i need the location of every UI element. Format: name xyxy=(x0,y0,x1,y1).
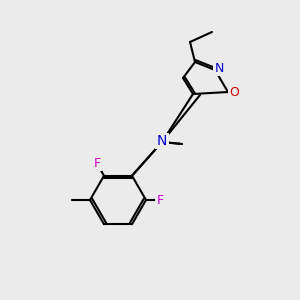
Text: F: F xyxy=(93,157,100,170)
Text: N: N xyxy=(157,134,167,148)
Text: O: O xyxy=(229,85,239,98)
Text: N: N xyxy=(157,134,167,148)
Text: N: N xyxy=(214,61,224,74)
Text: F: F xyxy=(156,194,164,206)
